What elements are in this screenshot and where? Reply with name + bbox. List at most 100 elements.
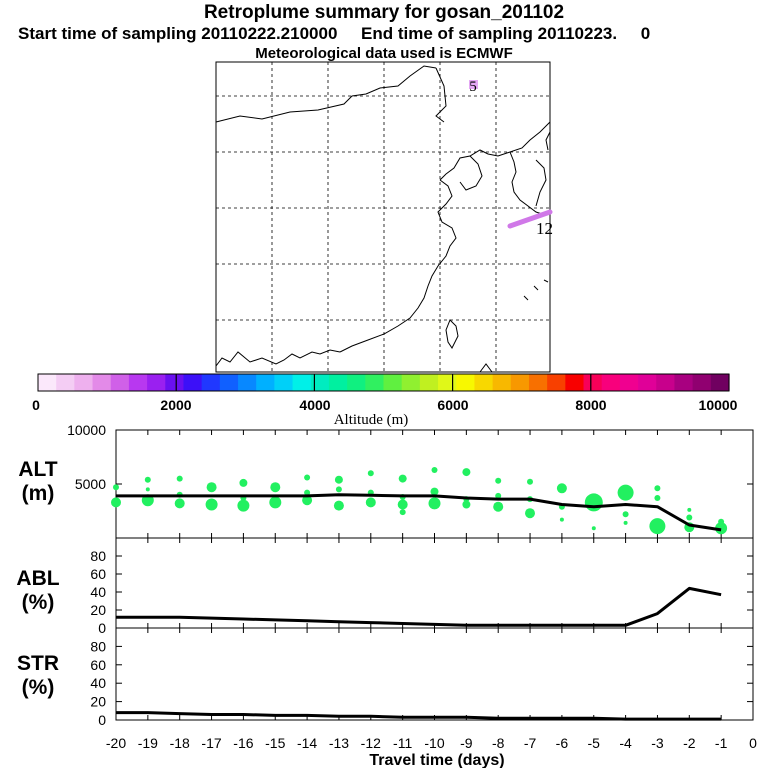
altitude-point — [462, 500, 471, 509]
altitude-point — [687, 507, 692, 512]
altitude-point — [113, 484, 119, 491]
trajectory-segment — [507, 209, 553, 229]
altitude-point — [333, 500, 344, 511]
x-tick-label: -2 — [683, 735, 696, 751]
altitude-point — [584, 493, 603, 512]
map-gridlines — [216, 62, 550, 372]
colorbar-tick: 2000 — [160, 397, 191, 413]
altitude-point — [556, 483, 567, 494]
chart-title: Retroplume summary for gosan_201102 — [203, 2, 565, 23]
altitude-point — [591, 526, 596, 531]
colorbar-frame — [37, 373, 730, 392]
colorbar-title: Altitude (m) — [334, 412, 409, 428]
map-label-5: 5 — [469, 79, 477, 95]
colorbar-swatch — [310, 374, 330, 391]
altitude-point — [527, 478, 533, 485]
colorbar-swatch — [692, 374, 712, 391]
altitude-point — [174, 498, 185, 509]
colorbar-swatch — [183, 374, 203, 391]
altitude-point — [335, 486, 342, 493]
colorbar-tick: 4000 — [299, 397, 330, 413]
colorbar-swatch — [128, 374, 148, 391]
altitude-point — [302, 495, 313, 506]
colorbar-swatch — [601, 374, 621, 391]
altitude-point — [304, 474, 311, 481]
x-tick-label: -17 — [201, 735, 221, 751]
y-tick-label: 80 — [90, 638, 106, 654]
end-time-label: End time of sampling 20110223. — [361, 24, 618, 43]
altitude-point — [649, 518, 666, 535]
map-frame — [215, 61, 551, 373]
altitude-point — [686, 514, 693, 521]
y-tick-label: 0 — [98, 620, 106, 636]
abl-ylabel-line2: (%) — [22, 591, 55, 614]
met-data-label: Meteorological data used is ECMWF — [255, 45, 513, 62]
y-tick-label: 20 — [90, 694, 106, 710]
x-tick-label: -13 — [329, 735, 349, 751]
altitude-point — [206, 482, 217, 493]
altitude-point — [622, 511, 629, 518]
altitude-point — [428, 497, 441, 510]
altitude-point — [304, 489, 311, 496]
start-time-label: Start time of sampling 20110222.210000 — [18, 24, 338, 43]
x-tick-label: -1 — [715, 735, 728, 751]
series-line — [116, 711, 722, 721]
end-time-suffix: 0 — [640, 24, 651, 43]
colorbar-swatch — [401, 374, 421, 391]
abl-ylabel-line1: ABL — [16, 567, 59, 590]
colorbar-swatch — [147, 374, 166, 391]
trajectory-marker — [469, 80, 478, 89]
x-tick-label: -10 — [424, 735, 444, 751]
altitude-point — [493, 501, 504, 512]
altitude-point — [715, 522, 728, 535]
altitude-point — [430, 487, 439, 496]
altitude-point — [205, 498, 218, 511]
x-axis-title: Travel time (days) — [369, 752, 504, 768]
map-label-12: 12 — [536, 219, 553, 238]
str-ylabel-line2: (%) — [22, 676, 55, 699]
map-coastlines — [215, 65, 551, 373]
colorbar-swatch — [565, 374, 585, 391]
altitude-point — [431, 467, 438, 473]
colorbar-tick: 10000 — [699, 397, 738, 413]
altitude-point — [111, 497, 121, 508]
colorbar-swatch — [219, 374, 239, 391]
colorbar-swatch — [256, 374, 275, 391]
altitude-point — [270, 482, 281, 493]
colorbar-swatch — [492, 374, 512, 391]
map-panel: 5 12 — [215, 61, 553, 373]
x-tick-label: -14 — [297, 735, 317, 751]
x-tick-label: 0 — [749, 735, 757, 751]
y-tick-label: 40 — [90, 675, 106, 691]
altitude-point — [654, 495, 661, 501]
colorbar-swatch — [74, 374, 94, 391]
y-tick-label: 60 — [90, 566, 106, 582]
y-tick-label: 5000 — [75, 476, 106, 492]
x-tick-label: -5 — [588, 735, 601, 751]
sampling-times: Start time of sampling 20110222.210000 E… — [18, 24, 758, 44]
altitude-point — [398, 474, 407, 483]
altitude-point — [367, 470, 374, 477]
altitude-point — [145, 487, 150, 492]
altitude-point — [462, 468, 471, 477]
altitude-point — [495, 477, 502, 484]
x-tick-label: -18 — [170, 735, 190, 751]
x-tick-label: -11 — [393, 735, 412, 751]
colorbar-swatch — [456, 374, 476, 391]
altitude-point — [718, 518, 725, 525]
altitude-point — [399, 509, 406, 516]
colorbar-tick: 8000 — [575, 397, 606, 413]
colorbar-swatch — [583, 374, 603, 391]
colorbar-swatch — [383, 374, 403, 391]
y-tick-label: 20 — [90, 602, 106, 618]
altitude-point — [334, 475, 343, 484]
colorbar-swatch — [56, 374, 75, 391]
colorbar-swatch — [110, 374, 130, 391]
y-tick-label: 40 — [90, 584, 106, 600]
altitude-point — [269, 496, 282, 509]
colorbar-swatch — [238, 374, 257, 391]
colorbar-tick-labels: 0 2000 4000 6000 8000 10000 — [32, 397, 738, 413]
colorbar-swatch — [292, 374, 312, 391]
x-tick-label: -7 — [524, 735, 537, 751]
